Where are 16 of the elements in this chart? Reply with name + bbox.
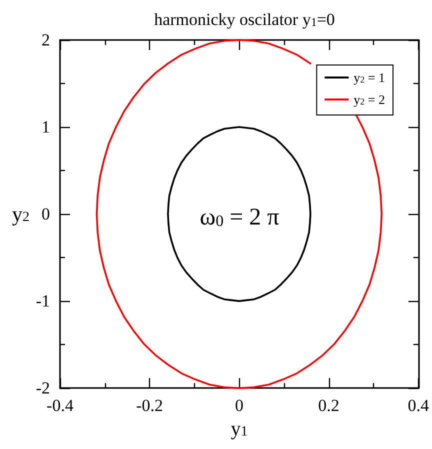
x-tick-label: 0.4 (408, 396, 430, 416)
x-tick-label: -0.2 (136, 396, 164, 416)
y-axis-title: y2 (12, 202, 30, 226)
y-tick-label: -1 (36, 292, 50, 311)
x-tick-label: -0.4 (46, 396, 74, 416)
y-tick-label: -2 (36, 378, 50, 398)
y-tick-label: 2 (42, 30, 50, 50)
y-tick-label: 1 (42, 118, 50, 137)
y-tick-label: 0 (42, 204, 50, 224)
legend-label: y2 = 1 (354, 70, 386, 85)
x-tick-label: 0 (234, 396, 244, 416)
legend-label: y2 = 2 (354, 92, 386, 107)
x-axis-title: y1 (230, 418, 248, 440)
annotation: ω0 = 2 π (200, 204, 280, 230)
chart-title: harmonicky oscilator y1=0 (154, 10, 335, 29)
x-tick-label: 0.2 (318, 396, 340, 416)
